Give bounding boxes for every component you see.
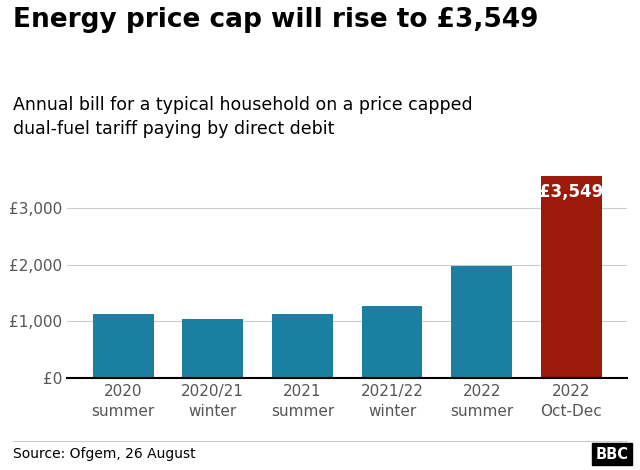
Bar [272,313,333,378]
Text: Annual bill for a typical household on a price capped
dual-fuel tariff paying by: Annual bill for a typical household on a… [13,96,472,138]
Bar [362,306,422,378]
Bar [451,266,512,378]
Bar [93,313,154,378]
Text: £3,549: £3,549 [539,183,604,201]
Text: Energy price cap will rise to £3,549: Energy price cap will rise to £3,549 [13,7,538,33]
Bar [541,176,602,378]
Bar [182,319,243,378]
Text: BBC: BBC [595,446,628,462]
Text: Source: Ofgem, 26 August: Source: Ofgem, 26 August [13,447,195,462]
